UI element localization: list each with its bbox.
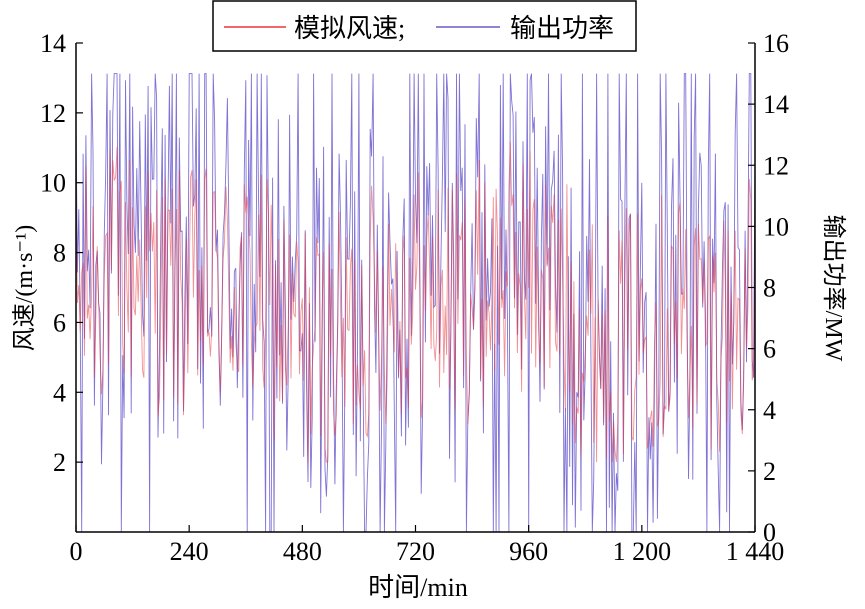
y-left-tick-label: 12 (40, 99, 66, 128)
y-axis-right-label: 输出功率/MW (820, 215, 847, 362)
series-layer (75, 73, 756, 533)
x-tick-label: 480 (283, 537, 322, 566)
y-right-tick-label: 0 (763, 518, 776, 547)
x-tick-label: 0 (70, 537, 83, 566)
y-left-tick-label: 4 (53, 378, 66, 407)
y-right-tick-label: 14 (763, 90, 789, 119)
y-right-tick-label: 2 (763, 457, 776, 486)
legend-box (212, 0, 637, 52)
y-right-tick-label: 12 (763, 151, 789, 180)
x-axis-label: 时间/min (368, 573, 468, 602)
y-axis-left-label: 风速/(m·s⁻¹) (11, 225, 38, 352)
y-left-tick-label: 6 (53, 308, 66, 337)
y-right-tick-label: 4 (763, 396, 776, 425)
x-tick-label: 1 440 (726, 537, 785, 566)
y-left-tick-label: 8 (53, 239, 66, 268)
ticks-layer: 0 240 480 720 960 1 200 1 440 2 4 6 8 10 12 14 0 2 4 6 8 10… (40, 29, 789, 566)
labels-layer: 时间/min 风速/(m·s⁻¹) 输出功率/MW (11, 215, 847, 602)
x-tick-label: 960 (509, 537, 548, 566)
y-right-tick-label: 16 (763, 29, 789, 58)
legend: 模拟风速; 输出功率 (212, 0, 637, 52)
legend-label-wind: 模拟风速; (294, 14, 405, 43)
y-right-tick-label: 6 (763, 335, 776, 364)
y-left-tick-label: 10 (40, 169, 66, 198)
x-tick-label: 240 (170, 537, 209, 566)
x-tick-label: 720 (396, 537, 435, 566)
series-line-wind (75, 141, 756, 463)
series-line-power (75, 73, 756, 533)
y-left-tick-label: 14 (40, 29, 66, 58)
y-right-tick-label: 8 (763, 274, 776, 303)
x-tick-label: 1 200 (613, 537, 672, 566)
legend-label-power: 输出功率 (510, 14, 614, 43)
y-left-tick-label: 2 (53, 448, 66, 477)
y-right-tick-label: 10 (763, 212, 789, 241)
